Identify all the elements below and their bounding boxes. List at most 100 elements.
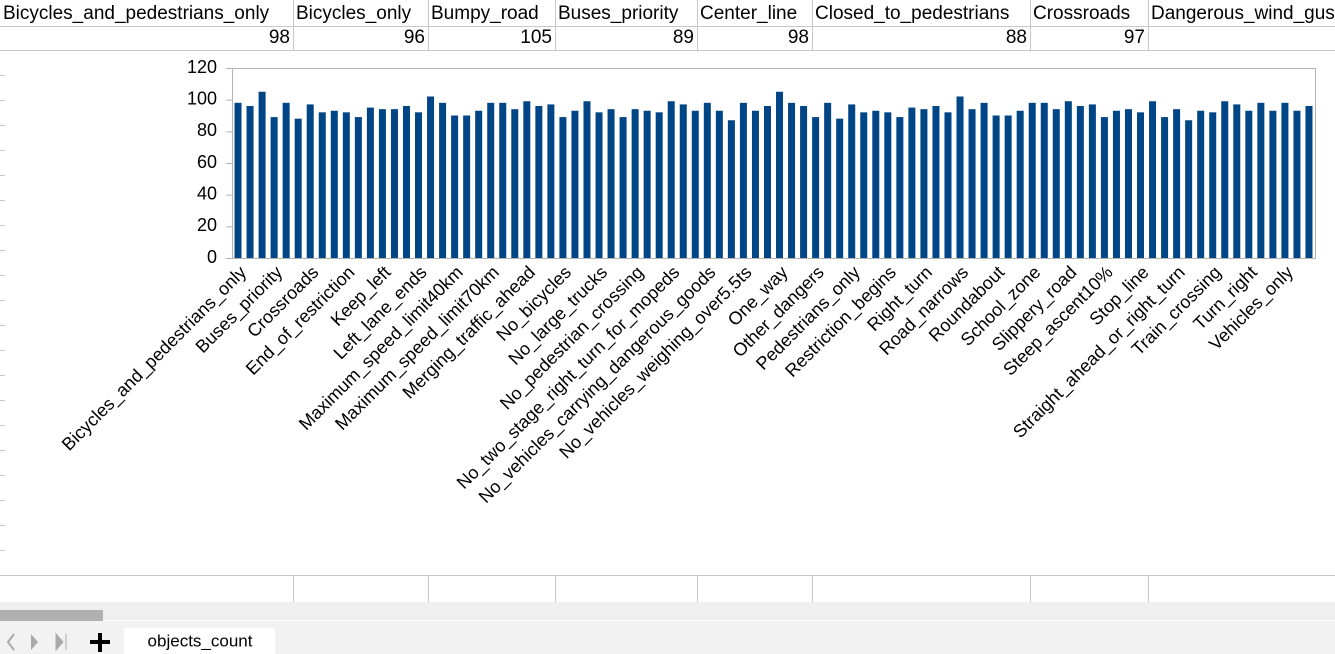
value-cell: 105 — [520, 27, 552, 48]
header-cell: Bumpy_road — [431, 3, 539, 24]
plot-frame — [232, 68, 1316, 259]
add-sheet-button[interactable] — [90, 633, 110, 652]
bar — [463, 115, 471, 258]
bar — [944, 112, 952, 258]
bar — [1124, 109, 1132, 259]
bar — [607, 109, 615, 259]
bar — [559, 117, 567, 258]
value-cell: 96 — [404, 27, 425, 48]
bar — [487, 102, 495, 258]
bar — [378, 109, 386, 259]
bar — [415, 112, 423, 258]
scrollbar-thumb[interactable] — [0, 610, 103, 621]
bar — [932, 106, 940, 258]
y-tick-label: 0 — [207, 247, 217, 267]
bar — [1004, 115, 1012, 258]
bar — [1173, 109, 1181, 259]
y-tick-label: 80 — [197, 120, 217, 140]
first-sheet-button[interactable] — [6, 633, 15, 651]
y-tick-label: 60 — [197, 152, 217, 172]
bar — [1076, 106, 1084, 258]
bar — [1016, 110, 1024, 258]
bar — [511, 109, 519, 259]
bar — [499, 102, 507, 258]
bar — [956, 96, 964, 258]
bar — [1305, 106, 1313, 258]
bar — [908, 107, 916, 258]
y-tick-label: 20 — [197, 215, 217, 235]
bar — [294, 118, 302, 259]
bar — [439, 102, 447, 258]
bar — [282, 102, 290, 258]
bar — [884, 112, 892, 258]
bar — [523, 101, 531, 258]
y-tick-label: 100 — [187, 88, 217, 108]
header-cell: Center_line — [700, 3, 797, 24]
bar — [643, 110, 651, 258]
bar — [547, 104, 555, 259]
bar — [667, 101, 675, 258]
bar — [427, 96, 435, 258]
bar — [1185, 120, 1193, 258]
bar — [860, 112, 868, 258]
bar — [1100, 117, 1108, 258]
bar — [1052, 109, 1060, 259]
bar — [1197, 110, 1205, 258]
bar — [703, 102, 711, 258]
bar — [1040, 102, 1048, 258]
bar — [1221, 101, 1229, 258]
scrollbar-track — [0, 602, 1335, 620]
bar — [836, 118, 844, 259]
bar — [1245, 110, 1253, 258]
sheet-tab[interactable] — [124, 628, 275, 654]
bar — [535, 106, 543, 258]
header-cell: Closed_to_pedestrians — [815, 3, 1009, 24]
sheet-tab-label[interactable]: objects_count — [148, 631, 253, 650]
last-sheet-button[interactable] — [55, 632, 67, 652]
bar — [330, 110, 338, 258]
header-cell: Buses_priority — [558, 3, 679, 24]
header-cell: Bicycles_only — [296, 3, 412, 24]
bar — [872, 110, 880, 258]
bar — [715, 110, 723, 258]
value-cell: 98 — [269, 27, 290, 48]
bar — [631, 109, 639, 259]
bar — [1149, 101, 1157, 258]
bar — [727, 120, 735, 258]
bar — [258, 91, 266, 258]
bar — [1281, 102, 1289, 258]
bar — [246, 106, 254, 258]
next-sheet-button[interactable] — [31, 634, 38, 650]
bar — [583, 101, 591, 258]
bar — [980, 102, 988, 258]
bar — [751, 110, 759, 258]
bar — [402, 106, 410, 258]
bar — [619, 117, 627, 258]
bar — [1269, 110, 1277, 258]
value-cell: 89 — [673, 27, 694, 48]
bar — [992, 115, 1000, 258]
bar — [270, 117, 278, 258]
value-cell: 88 — [1006, 27, 1027, 48]
bar — [595, 112, 603, 258]
bar — [763, 106, 771, 258]
bar — [1257, 102, 1265, 258]
bar — [800, 106, 808, 258]
bar — [655, 112, 663, 258]
bar — [824, 102, 832, 258]
bar — [306, 104, 314, 259]
bar — [1088, 104, 1096, 259]
bar — [354, 117, 362, 258]
bar — [968, 109, 976, 259]
bar — [848, 104, 856, 259]
bar — [812, 117, 820, 258]
value-cell: 98 — [788, 27, 809, 48]
bar — [776, 91, 784, 258]
bar — [1161, 117, 1169, 258]
bar — [691, 110, 699, 258]
header-cell: Crossroads — [1033, 3, 1130, 24]
bar — [318, 112, 326, 258]
value-cell: 97 — [1124, 27, 1145, 48]
bar — [234, 102, 242, 258]
